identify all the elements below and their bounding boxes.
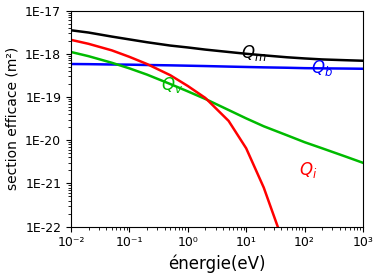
Text: $Q_i$: $Q_i$ <box>299 160 317 181</box>
Text: $Q_b$: $Q_b$ <box>311 58 333 78</box>
Text: $Q_m$: $Q_m$ <box>241 43 266 63</box>
X-axis label: énergie(eV): énergie(eV) <box>168 255 266 273</box>
Text: $Q_v$: $Q_v$ <box>161 75 183 95</box>
Y-axis label: section efficace (m²): section efficace (m²) <box>6 47 20 190</box>
